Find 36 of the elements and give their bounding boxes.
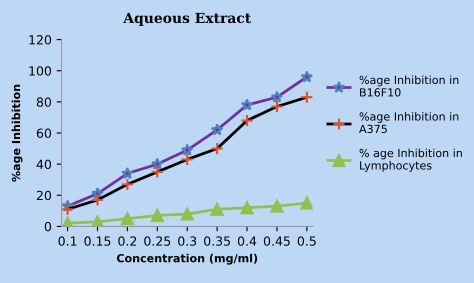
- x-tick-label: 0.15: [84, 236, 110, 246]
- x-tick-label: 0.4: [238, 236, 256, 246]
- legend-label: % age Inhibition in Lymphocytes: [360, 148, 462, 172]
- legend-label: %age Inhibition in A375: [359, 112, 458, 134]
- point: [300, 196, 313, 210]
- point: [210, 123, 224, 136]
- y-tick-label: 40: [36, 160, 52, 170]
- x-tick-label: 0.3: [178, 236, 196, 246]
- point: [150, 208, 164, 222]
- y-tick-label: 80: [36, 97, 52, 107]
- point: [121, 166, 134, 180]
- point: [270, 90, 284, 103]
- y-tick-label: 120: [29, 35, 52, 45]
- point: [180, 144, 194, 156]
- y-tick-label: 20: [36, 190, 52, 200]
- x-tick-label: 0.35: [204, 236, 230, 246]
- x-tick-label: 0.25: [144, 236, 170, 246]
- x-axis-title: Concentration (mg/ml): [116, 254, 258, 265]
- x-tick-label: 0.45: [264, 236, 290, 246]
- point: [240, 98, 254, 111]
- y-axis-title: %age Inhibition: [12, 84, 22, 182]
- y-tick-label: 100: [29, 66, 52, 76]
- point: [210, 202, 224, 216]
- legend-label: %age Inhibition in B16F10: [360, 76, 458, 97]
- x-tick-label: 0.2: [118, 236, 136, 246]
- point: [240, 201, 254, 214]
- point: [300, 70, 313, 83]
- point: [180, 207, 194, 221]
- chart-title: Aqueous Extract: [123, 12, 252, 26]
- x-tick-label: 0.1: [58, 236, 76, 246]
- point: [270, 200, 284, 213]
- point: [150, 158, 164, 170]
- y-tick-label: 0: [44, 222, 52, 232]
- x-tick-label: 0.5: [298, 236, 316, 246]
- point: [120, 212, 134, 226]
- y-tick-label: 60: [36, 128, 52, 138]
